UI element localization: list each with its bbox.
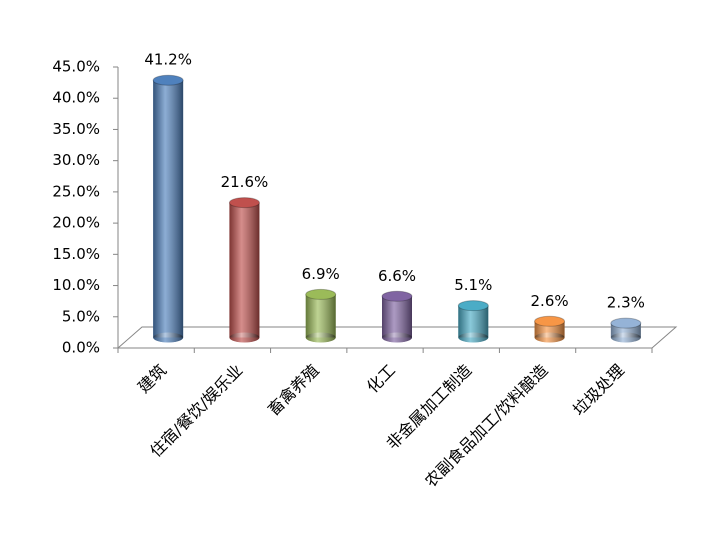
bar-group — [381, 290, 413, 343]
bar-group — [228, 197, 260, 343]
bar-shade — [229, 202, 260, 338]
bar-group — [152, 74, 184, 343]
bar-bottom-shade — [305, 332, 336, 343]
bar-group — [610, 317, 642, 343]
bar-bottom-shade — [610, 332, 641, 343]
bar-top — [457, 300, 489, 312]
y-tick-label: 10.0% — [52, 276, 100, 294]
bar-group — [534, 315, 566, 343]
y-tick-label: 40.0% — [52, 89, 100, 107]
bar-bottom-shade — [382, 332, 412, 343]
bar-top — [305, 288, 337, 300]
y-tick-label: 30.0% — [52, 151, 100, 169]
bar-shade — [382, 296, 412, 338]
value-label: 2.6% — [531, 292, 569, 310]
value-label: 21.6% — [221, 173, 269, 191]
y-tick-label: 35.0% — [52, 120, 100, 138]
bar-group — [305, 288, 337, 343]
y-tick-label: 0.0% — [62, 339, 100, 357]
value-label: 2.3% — [607, 294, 645, 312]
x-tick-label: 畜禽养殖 — [264, 361, 323, 420]
bar-top — [381, 290, 413, 302]
x-tick-label: 建筑 — [134, 361, 170, 397]
bar-shade — [458, 305, 489, 338]
bar-top — [228, 197, 260, 209]
bar-top — [152, 74, 184, 86]
x-tick-label: 农副食品加工/饮料酿造 — [421, 361, 551, 491]
y-tick-label: 15.0% — [52, 245, 100, 263]
value-label: 6.9% — [302, 265, 340, 283]
y-tick-label: 5.0% — [62, 307, 100, 325]
bar-bottom-shade — [534, 332, 565, 343]
bar-bottom-shade — [229, 332, 260, 343]
bar-top — [534, 315, 566, 327]
y-tick-label: 25.0% — [52, 182, 100, 200]
bar-group — [457, 300, 489, 343]
bar-bottom-shade — [458, 332, 489, 343]
bar-shade — [153, 80, 184, 338]
bar-shade — [305, 294, 336, 338]
value-label: 5.1% — [454, 276, 492, 294]
value-label: 6.6% — [378, 267, 416, 285]
y-tick-label: 45.0% — [52, 58, 100, 76]
bar-top — [610, 317, 642, 329]
x-tick-label: 化工 — [363, 361, 399, 397]
x-tick-label: 垃圾处理 — [569, 361, 628, 420]
value-label: 41.2% — [144, 51, 192, 69]
bar-bottom-shade — [153, 332, 184, 343]
y-tick-label: 20.0% — [52, 214, 100, 232]
